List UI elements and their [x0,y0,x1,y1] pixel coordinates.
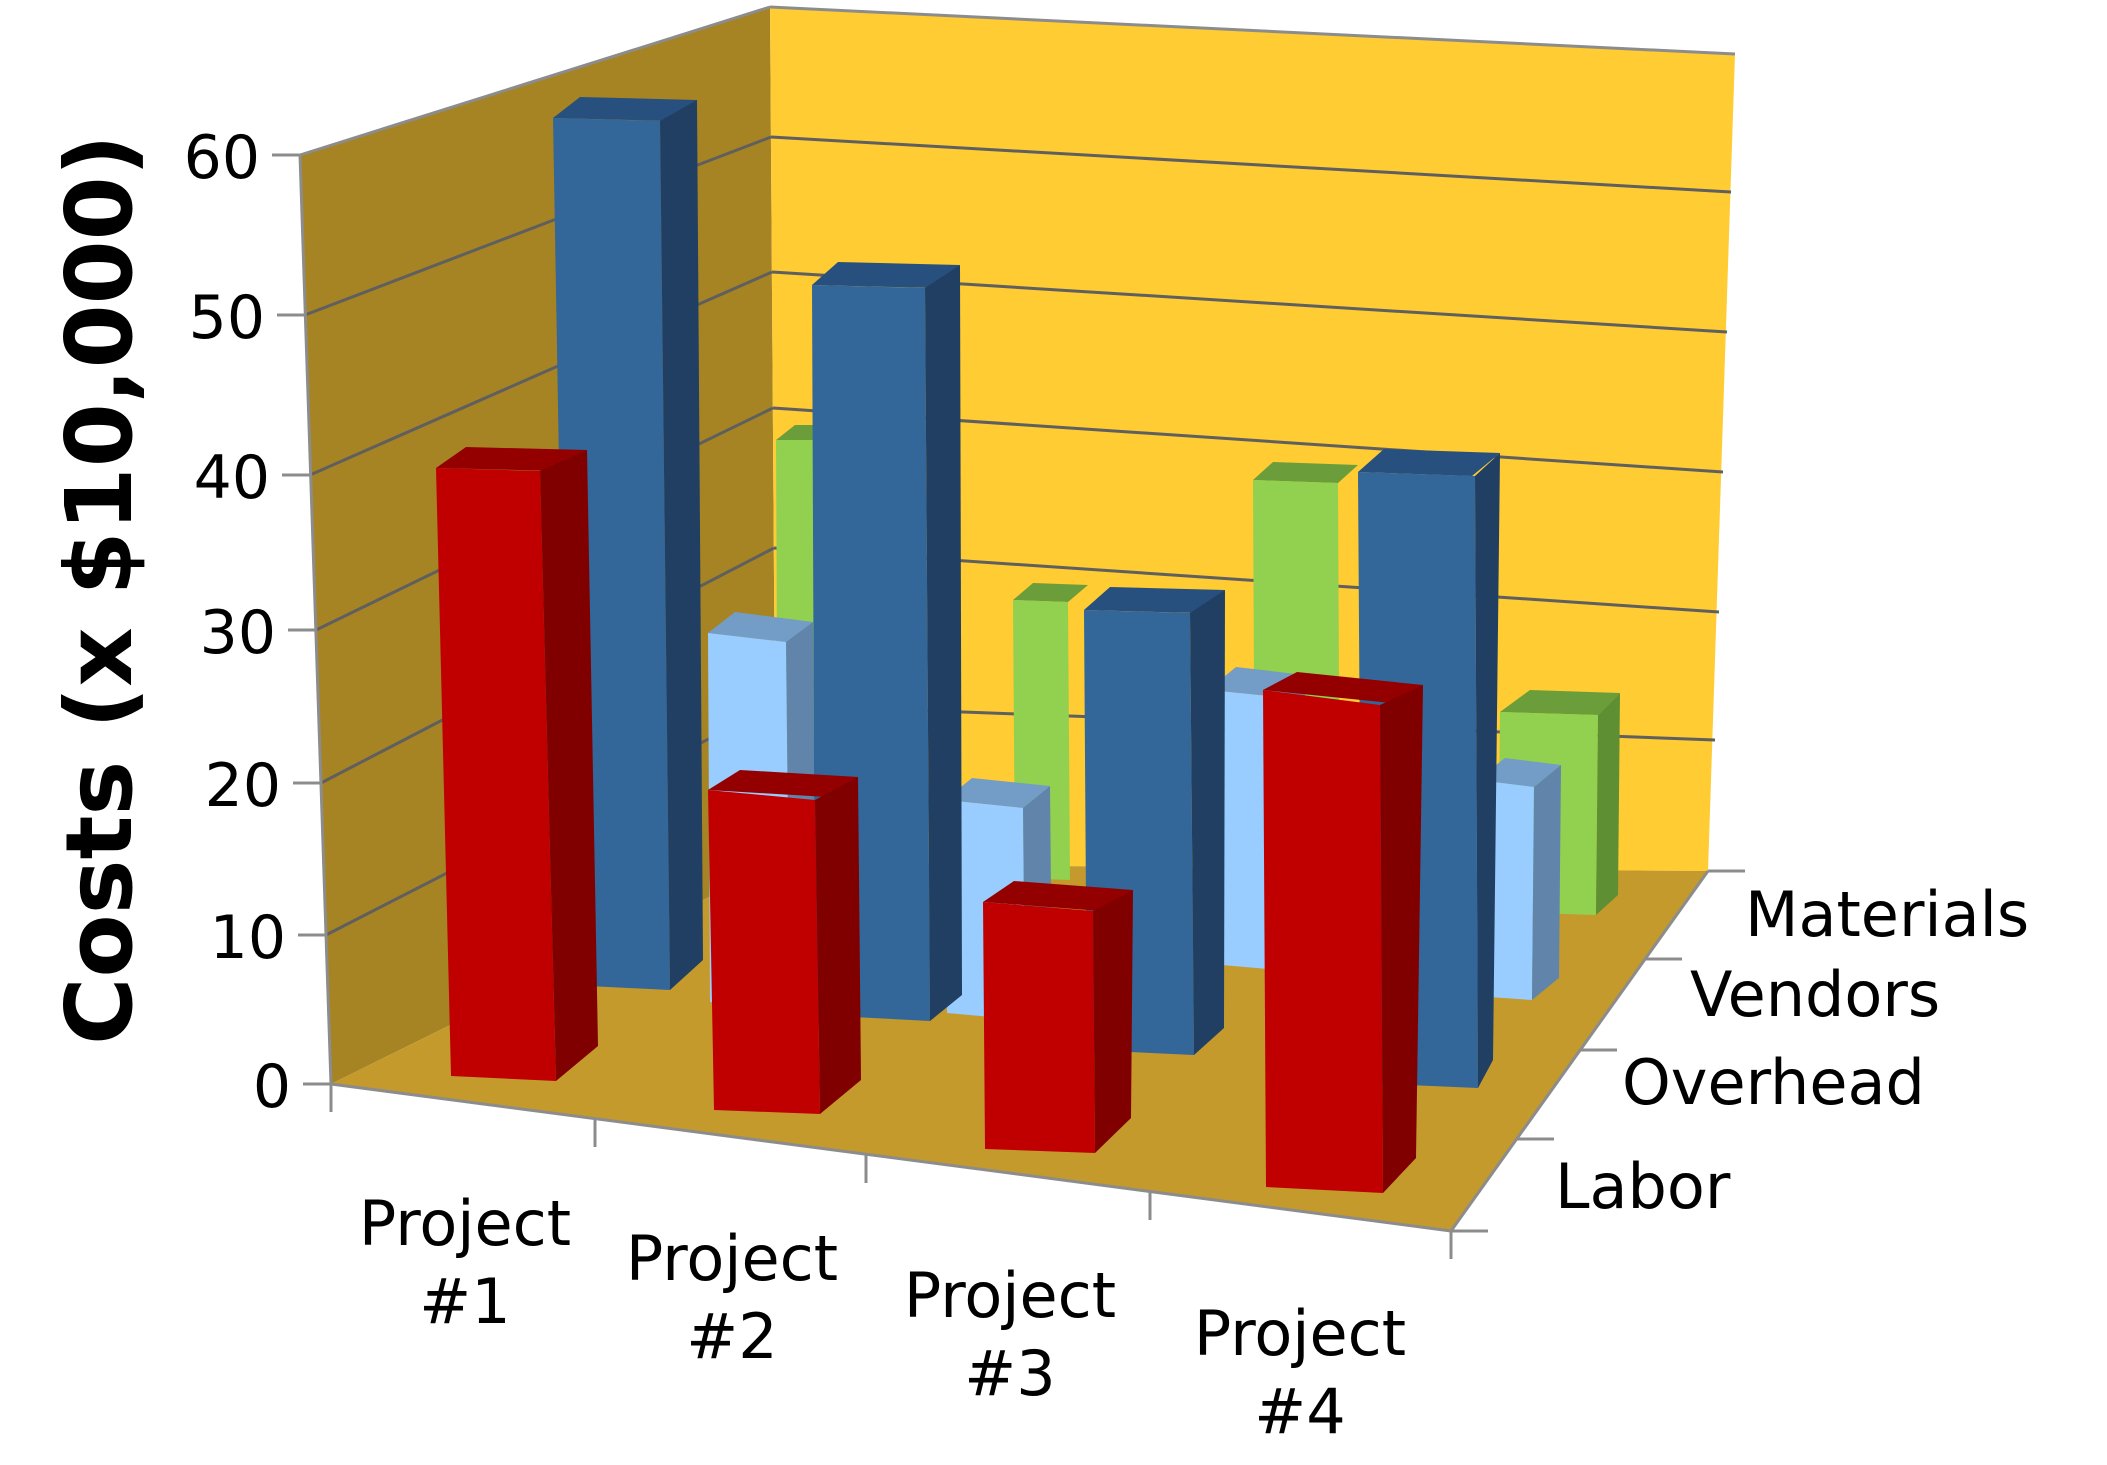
category-label-line1: Project [1193,1297,1407,1370]
axis-edges [298,5,1736,1233]
depth-axis-ticks [1451,869,1745,1233]
series-label-labor: Labor [1555,1150,1731,1223]
category-label-project-3: Project #3 [880,1257,1140,1413]
category-label-project-1: Project #1 [335,1185,595,1341]
y-tick-50: 50 [188,283,265,353]
series-label-materials: Materials [1745,878,2030,951]
series-labor [436,447,1423,1193]
category-label-line1: Project [625,1222,839,1295]
y-tick-20: 20 [204,751,281,821]
y-tick-40: 40 [193,443,270,513]
category-label-line2: #4 [1254,1375,1346,1448]
category-label-project-2: Project #2 [602,1220,862,1376]
category-label-line2: #1 [419,1265,511,1338]
category-label-project-4: Project #4 [1170,1295,1430,1451]
y-tick-0: 0 [252,1052,291,1122]
category-label-line1: Project [903,1259,1117,1332]
category-label-line1: Project [358,1187,572,1260]
series-label-overhead: Overhead [1622,1046,1925,1119]
y-axis-title: Costs (x $10,000) [46,134,153,1045]
x-axis-ticks [329,1084,1453,1259]
y-axis-ticks [272,153,331,1086]
y-tick-30: 30 [199,598,276,668]
series-label-vendors: Vendors [1690,958,1941,1031]
category-label-line2: #2 [686,1300,778,1373]
y-tick-60: 60 [183,123,260,193]
y-tick-10: 10 [209,903,286,973]
category-label-line2: #3 [964,1337,1056,1410]
